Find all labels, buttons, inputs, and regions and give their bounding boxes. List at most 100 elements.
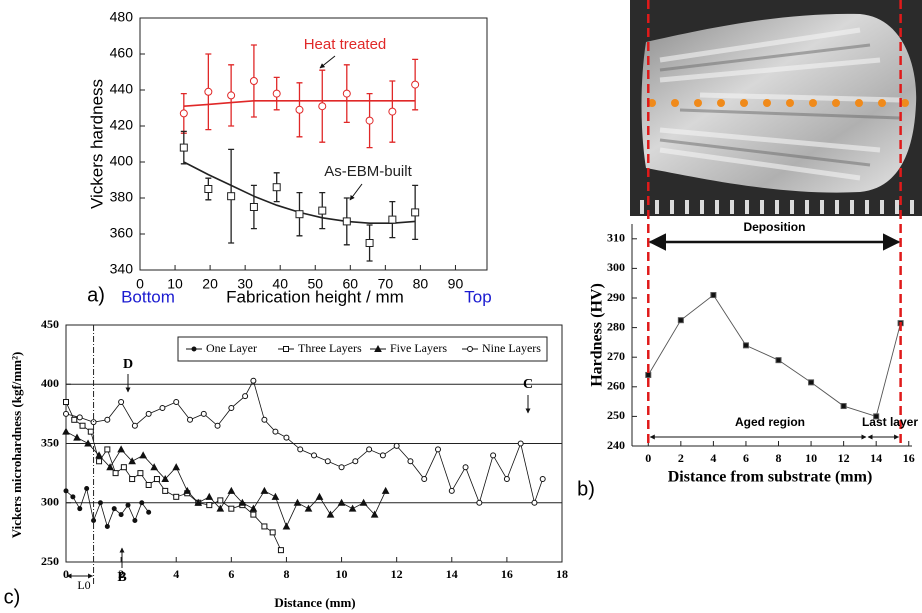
data-point <box>677 317 684 324</box>
data-point <box>62 427 70 435</box>
x-tick-label: 16 <box>903 451 915 465</box>
data-point <box>179 143 188 152</box>
data-point <box>79 422 86 429</box>
data-point <box>187 416 193 423</box>
data-point <box>249 203 258 211</box>
data-point <box>63 410 69 417</box>
data-point <box>125 502 131 508</box>
data-point <box>139 500 145 506</box>
x-tick-label: 30 <box>237 276 253 292</box>
data-point <box>63 488 69 494</box>
x-tick-label: 90 <box>448 276 464 292</box>
data-point <box>370 510 379 518</box>
data-point <box>326 510 335 518</box>
data-point <box>179 109 188 118</box>
data-point <box>448 487 455 494</box>
data-point <box>517 440 524 447</box>
data-point <box>338 464 345 471</box>
annotation: Aged region <box>735 415 805 429</box>
annotation-arrow <box>349 183 363 201</box>
data-point <box>206 502 213 509</box>
data-point <box>205 492 214 500</box>
data-point <box>293 498 302 506</box>
data-point <box>318 102 327 111</box>
data-point <box>411 80 420 89</box>
data-point <box>104 446 111 453</box>
data-point <box>808 379 815 386</box>
y-tick-label: 290 <box>607 290 625 304</box>
data-point <box>249 77 258 85</box>
data-point <box>352 458 359 465</box>
data-point <box>295 105 304 114</box>
data-point <box>873 413 880 420</box>
data-point <box>261 523 268 530</box>
data-point <box>250 511 257 518</box>
data-point <box>214 422 221 429</box>
annotation-arrow <box>319 55 336 69</box>
x-axis-label: Distance from substrate (mm) <box>668 469 873 486</box>
data-point <box>228 404 235 411</box>
data-point <box>77 506 83 512</box>
data-point <box>742 342 749 349</box>
x-axis-label: Distance (mm) <box>274 595 355 610</box>
data-point <box>269 529 276 536</box>
panel-label: c) <box>4 586 21 608</box>
data-point <box>318 206 327 215</box>
data-point <box>90 419 97 426</box>
data-point <box>63 399 69 406</box>
data-point <box>311 452 317 459</box>
data-point <box>73 433 81 441</box>
data-point <box>112 470 119 477</box>
chart-panel: 250 300 350 400 450 0 2 4 6 8 10 12 14 16 18 Vickers mi… <box>4 317 568 610</box>
x-tick-label: 40 <box>272 276 288 292</box>
x-tick-label: 50 <box>307 276 323 292</box>
data-point <box>645 371 652 378</box>
data-point <box>129 476 136 483</box>
data-point <box>531 499 538 506</box>
data-point <box>132 518 138 524</box>
data-point <box>76 414 83 421</box>
y-axis-label: Vickers hardness <box>87 79 106 209</box>
data-point <box>162 487 169 494</box>
x-tick-label: 10 <box>167 276 183 292</box>
x-tick-label: 20 <box>202 276 218 292</box>
data-point <box>238 498 247 506</box>
data-point <box>150 463 159 471</box>
data-point <box>120 464 127 471</box>
series-annotation: Heat treated <box>304 36 387 53</box>
data-point <box>295 210 304 219</box>
y-tick-label: 280 <box>607 319 625 333</box>
data-point <box>242 393 249 400</box>
x-tick-label: 16 <box>501 567 513 581</box>
x-tick-label: 4 <box>173 567 179 581</box>
data-point <box>71 416 78 423</box>
data-point <box>282 522 291 530</box>
data-point <box>407 458 414 465</box>
data-point <box>260 486 269 494</box>
data-point <box>249 504 258 512</box>
x-tick-label: 70 <box>378 276 394 292</box>
chart-panel: 340 360 380 400 420 440 460 480 0 10 20 30 40 50 60 70 8… <box>87 9 492 307</box>
data-point <box>111 506 117 512</box>
data-point <box>227 192 236 201</box>
x-tick-label: 60 <box>343 276 359 292</box>
chart-panel: 240 250 260 270 280 290 300 310 0 2 4 6 8 10 12 14 16 Har… <box>577 0 918 500</box>
y-tick-label: 460 <box>110 45 134 61</box>
data-point <box>139 451 147 459</box>
y-tick-label: 440 <box>110 81 134 97</box>
data-point <box>173 399 180 406</box>
series-line <box>647 294 902 417</box>
y-tick-label: 240 <box>607 438 625 452</box>
series-line <box>65 401 282 551</box>
data-point <box>503 476 510 483</box>
data-point <box>381 486 390 494</box>
legend-box <box>177 336 548 362</box>
data-point <box>315 492 324 500</box>
data-point <box>204 87 213 96</box>
data-point <box>70 494 76 500</box>
data-point <box>379 452 386 459</box>
data-point <box>97 500 103 506</box>
data-point <box>324 458 331 465</box>
annotation: C <box>523 377 533 392</box>
